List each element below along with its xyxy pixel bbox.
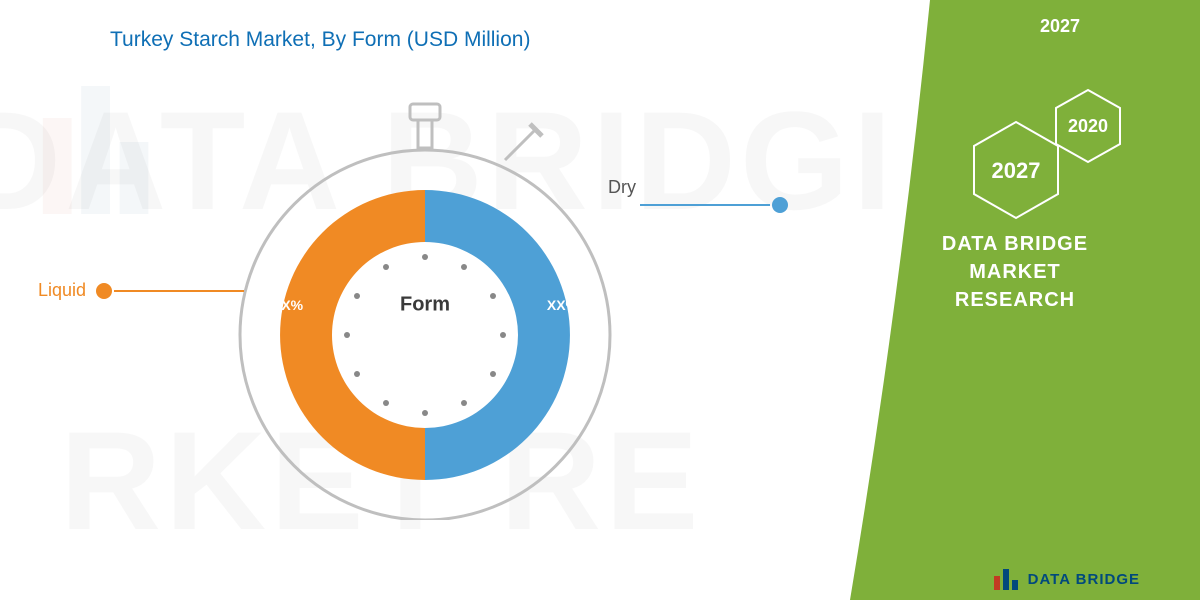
- callout-dot-icon: [94, 281, 114, 301]
- stopwatch-crown-icon: [410, 104, 542, 160]
- tick-dots: [344, 254, 506, 416]
- callout-dot-icon: [770, 195, 790, 215]
- hex-2020: 2020: [1056, 90, 1120, 162]
- hex-2027: 2027: [974, 122, 1058, 218]
- chart-title: Turkey Starch Market, By Form (USD Milli…: [110, 28, 530, 52]
- hex-left-label: 2027: [992, 158, 1041, 183]
- hex-years: 2020 2027: [920, 80, 1140, 220]
- segment-liquid: [280, 190, 425, 480]
- segment-pct-dry: XX%: [547, 297, 578, 313]
- donut-center-label: Form: [400, 294, 450, 317]
- donut-chart: Form XX% XX%: [200, 90, 650, 520]
- panel-year-header: 2027: [1040, 16, 1080, 37]
- footer-logo: DATA BRIDGE: [992, 566, 1140, 592]
- callout-label-dry: Dry: [600, 177, 644, 198]
- footer-logo-icon: [992, 566, 1022, 592]
- segment-pct-liquid: XX%: [272, 297, 303, 313]
- callout-dry: Dry: [640, 195, 790, 215]
- callout-label-liquid: Liquid: [30, 280, 94, 301]
- brand-line2: RESEARCH: [955, 289, 1075, 311]
- callout-line: [640, 203, 770, 207]
- callout-line: [114, 289, 244, 293]
- callout-liquid: Liquid: [30, 280, 244, 301]
- donut-segments: [280, 190, 570, 480]
- brand-line1: DATA BRIDGE MARKET: [942, 233, 1088, 283]
- footer-logo-text: DATA BRIDGE: [1028, 571, 1140, 588]
- hex-right-label: 2020: [1068, 116, 1108, 136]
- watermark-logo: [30, 70, 190, 230]
- segment-dry: [425, 190, 570, 480]
- brand-text: DATA BRIDGE MARKET RESEARCH: [900, 230, 1130, 314]
